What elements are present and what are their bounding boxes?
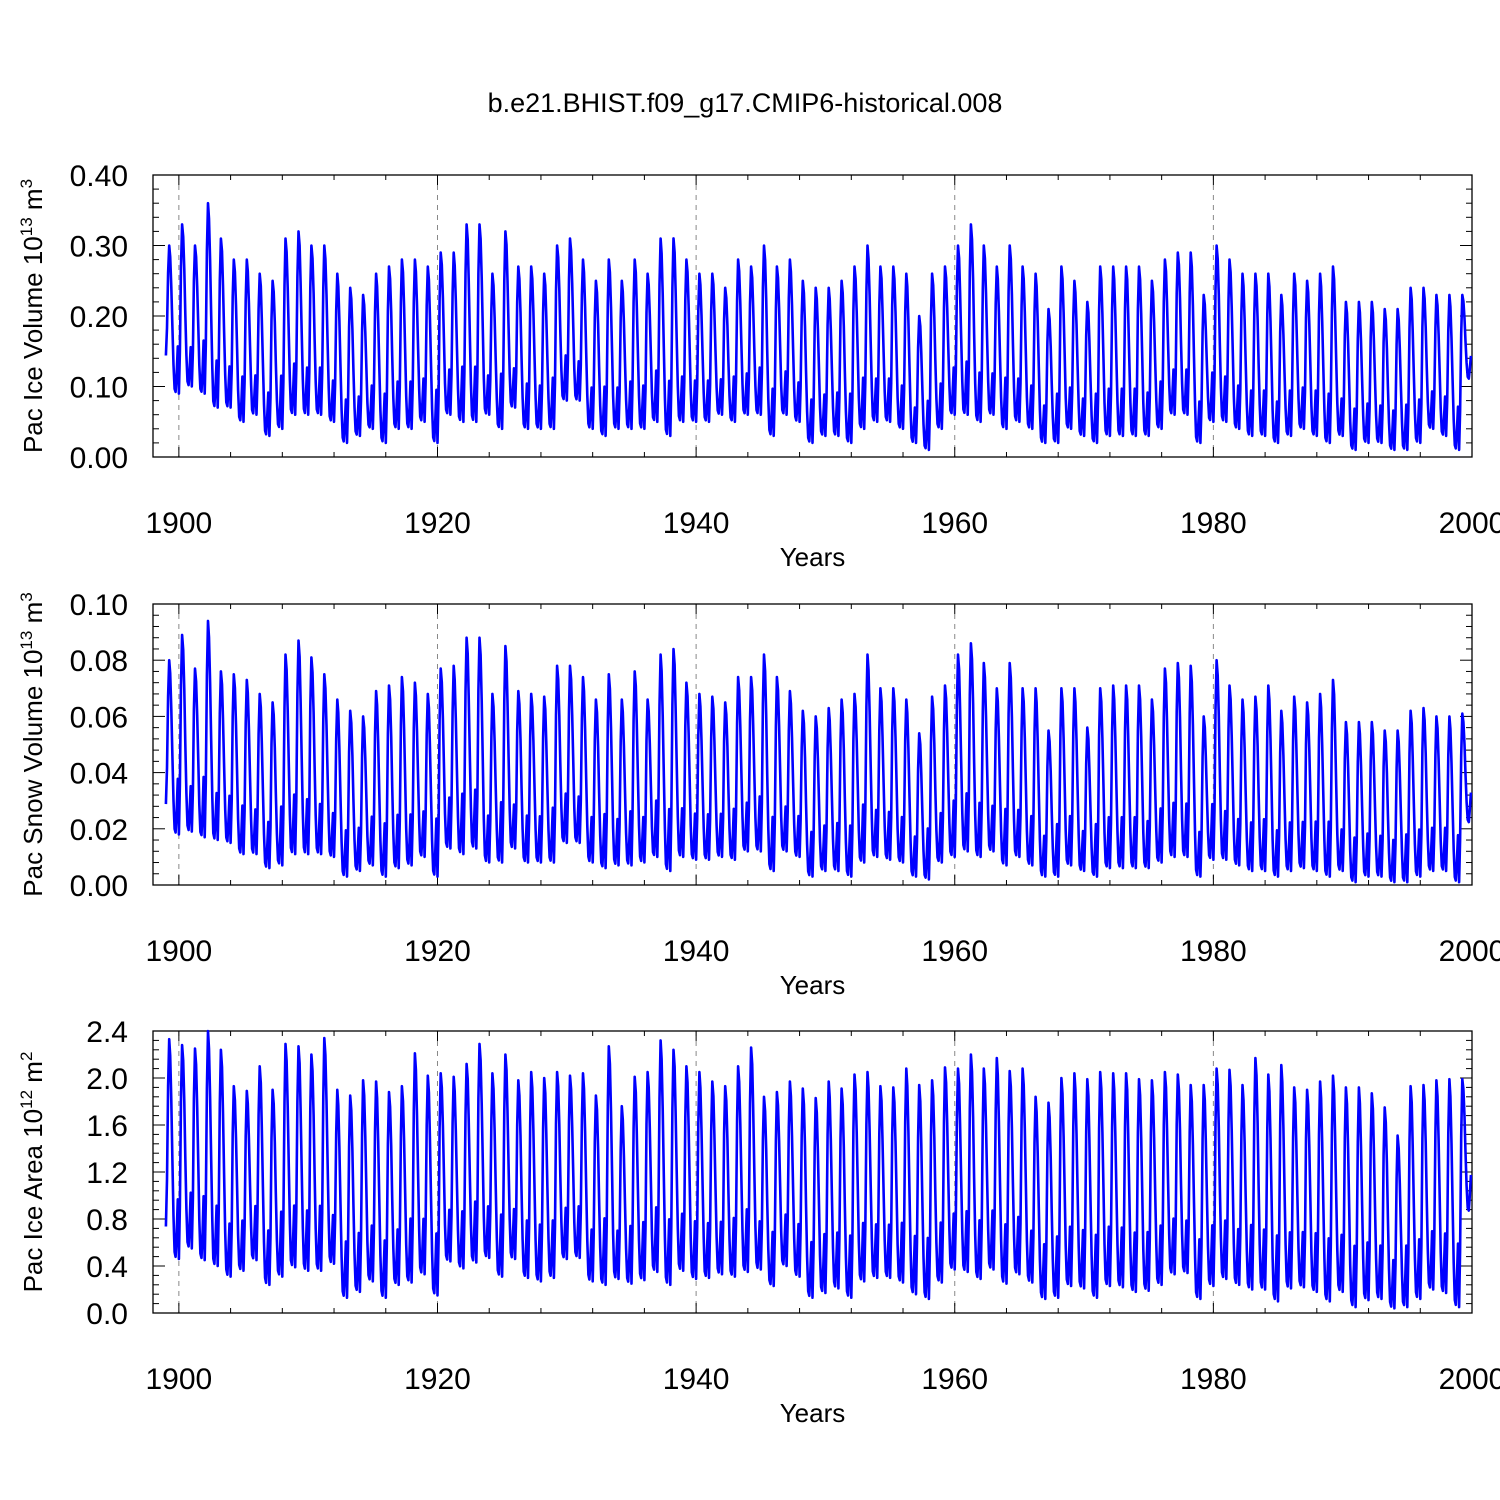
y-tick-label: 0.00: [70, 442, 128, 475]
x-tick-label: 1980: [1180, 507, 1247, 540]
x-tick-label: 1920: [404, 935, 471, 968]
y-tick-label: 0.02: [70, 814, 128, 847]
x-tick-label: 2000: [1439, 507, 1500, 540]
y-tick-label: 0.08: [70, 645, 128, 678]
y-tick-label: 0.0: [86, 1298, 128, 1331]
x-tick-label: 1960: [921, 507, 988, 540]
y-tick-label: 0.04: [70, 758, 128, 791]
x-axis-label: Years: [780, 1398, 846, 1428]
y-axis-label: Pac Snow Volume 1013 m3: [17, 592, 48, 896]
x-tick-label: 1960: [921, 1363, 988, 1396]
x-tick-label: 1900: [145, 935, 212, 968]
y-tick-label: 0.20: [70, 301, 128, 334]
y-tick-label: 0.40: [70, 160, 128, 193]
series-line-ice-volume: [164, 201, 1473, 452]
y-tick-label: 2.0: [86, 1063, 128, 1096]
y-tick-label: 2.4: [86, 1016, 128, 1049]
x-axis-label: Years: [780, 542, 846, 572]
y-tick-label: 1.2: [86, 1157, 128, 1190]
x-tick-label: 1900: [145, 507, 212, 540]
y-axis-label: Pac Ice Area 1012 m2: [17, 1052, 48, 1293]
y-tick-label: 0.06: [70, 701, 128, 734]
y-tick-label: 0.30: [70, 231, 128, 264]
x-tick-label: 1960: [921, 935, 988, 968]
x-tick-label: 1900: [145, 1363, 212, 1396]
x-tick-label: 1920: [404, 507, 471, 540]
series-line-snow-volume: [164, 619, 1473, 884]
x-tick-label: 1920: [404, 1363, 471, 1396]
panel-ice-area: 0.0 0.4 0.8 1.2 1.6 2.0 2.4 1900 1920 1940 1960 198…: [17, 1016, 1500, 1428]
x-tick-label: 1940: [663, 1363, 730, 1396]
x-tick-label: 1940: [663, 507, 730, 540]
x-tick-label: 2000: [1439, 935, 1500, 968]
y-tick-label: 0.4: [86, 1251, 128, 1284]
series-line-ice-area: [164, 1029, 1473, 1310]
x-tick-label: 1980: [1180, 935, 1247, 968]
panel-ice-volume: 0.00 0.10 0.20 0.30 0.40 1900 1920 1940 1960 1980…: [17, 160, 1500, 572]
y-axis-label: Pac Ice Volume 1013 m3: [17, 179, 48, 453]
y-tick-label: 0.10: [70, 589, 128, 622]
x-tick-label: 1940: [663, 935, 730, 968]
y-tick-label: 1.6: [86, 1110, 128, 1143]
x-axis-label: Years: [780, 970, 846, 1000]
panel-snow-volume: 0.00 0.02 0.04 0.06 0.08 0.10 1900 1920 1940 1960…: [17, 589, 1500, 1000]
y-tick-label: 0.10: [70, 372, 128, 405]
plot-frame: [152, 603, 1473, 886]
y-tick-label: 0.8: [86, 1204, 128, 1237]
x-tick-label: 1980: [1180, 1363, 1247, 1396]
y-tick-label: 0.00: [70, 870, 128, 903]
figure-title: b.e21.BHIST.f09_g17.CMIP6-historical.008: [488, 88, 1003, 118]
x-tick-label: 2000: [1439, 1363, 1500, 1396]
